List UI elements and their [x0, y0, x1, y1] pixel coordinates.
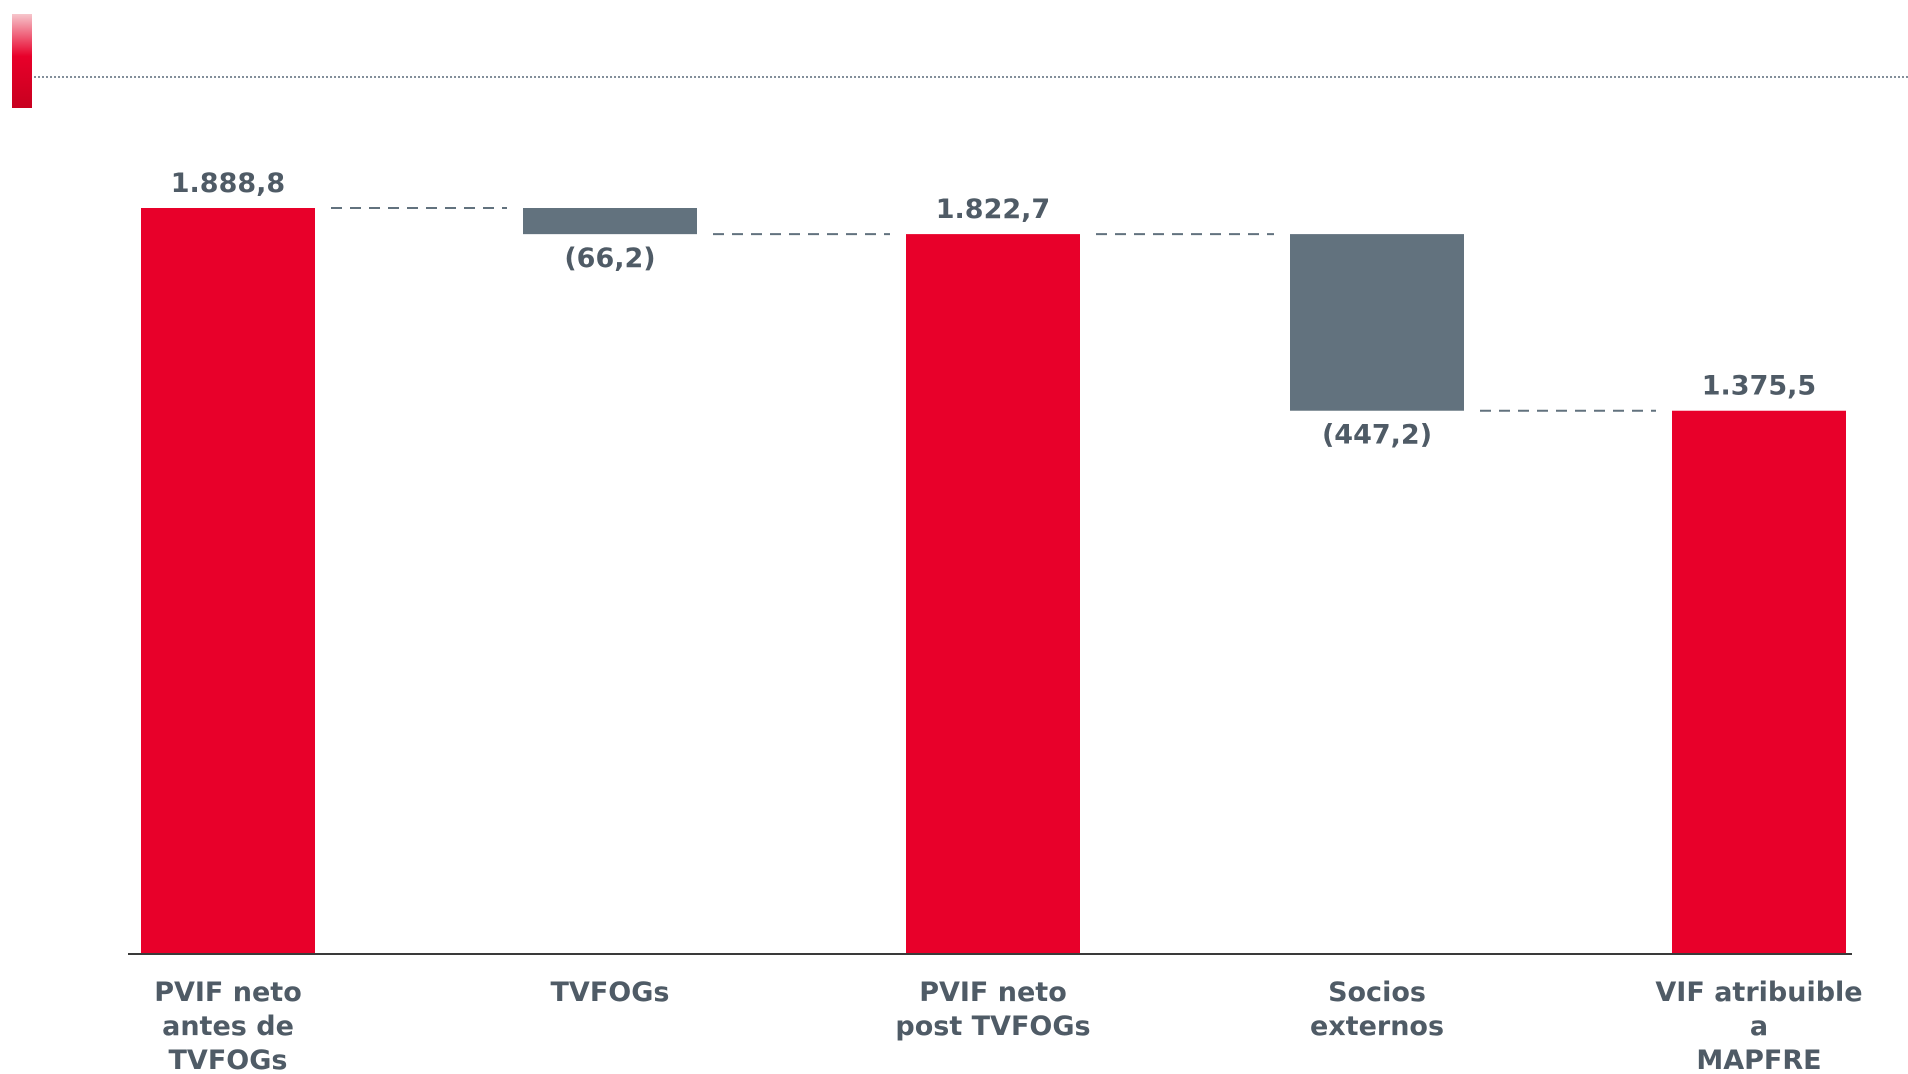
bar-total [141, 208, 315, 954]
category-label-line: a [1750, 1011, 1768, 1042]
category-label: VIF atribuible a MAPFRE [1655, 977, 1862, 1074]
header-accent-bar [12, 14, 32, 108]
bar-delta [1290, 234, 1464, 411]
category-label: Socios externos [1310, 977, 1444, 1042]
category-label-line: TVFOGs [551, 977, 670, 1008]
value-label: (66,2) [564, 243, 655, 274]
value-label: 1.375,5 [1702, 371, 1816, 402]
category-label-line: VIF atribuible [1655, 977, 1862, 1008]
connector-lines [331, 207, 1656, 412]
slide-header [12, 14, 1908, 108]
category-label-line: post TVFOGs [895, 1011, 1090, 1042]
bar-total [1672, 410, 1846, 954]
category-label-line: antes de [162, 1011, 294, 1042]
category-label: PVIF neto post TVFOGs [895, 977, 1090, 1042]
value-label: 1.888,8 [171, 168, 285, 199]
category-label-line: PVIF neto [154, 977, 302, 1008]
category-label-line: Socios [1328, 977, 1426, 1008]
category-label-line: externos [1310, 1011, 1444, 1042]
category-label-line: MAPFRE [1696, 1045, 1821, 1074]
category-label: PVIF neto antes de TVFOGs [154, 977, 302, 1074]
category-label-line: PVIF neto [919, 977, 1067, 1008]
category-label: TVFOGs [551, 977, 670, 1008]
category-label-line: TVFOGs [169, 1045, 288, 1074]
value-label: (447,2) [1322, 420, 1432, 451]
bar-delta [523, 208, 697, 235]
bars-group [141, 208, 1846, 955]
value-label: 1.822,7 [936, 194, 1050, 225]
bar-total [906, 234, 1080, 955]
value-labels: 1.888,8 (66,2) 1.822,7 (447,2) 1.375,5 [171, 168, 1816, 451]
